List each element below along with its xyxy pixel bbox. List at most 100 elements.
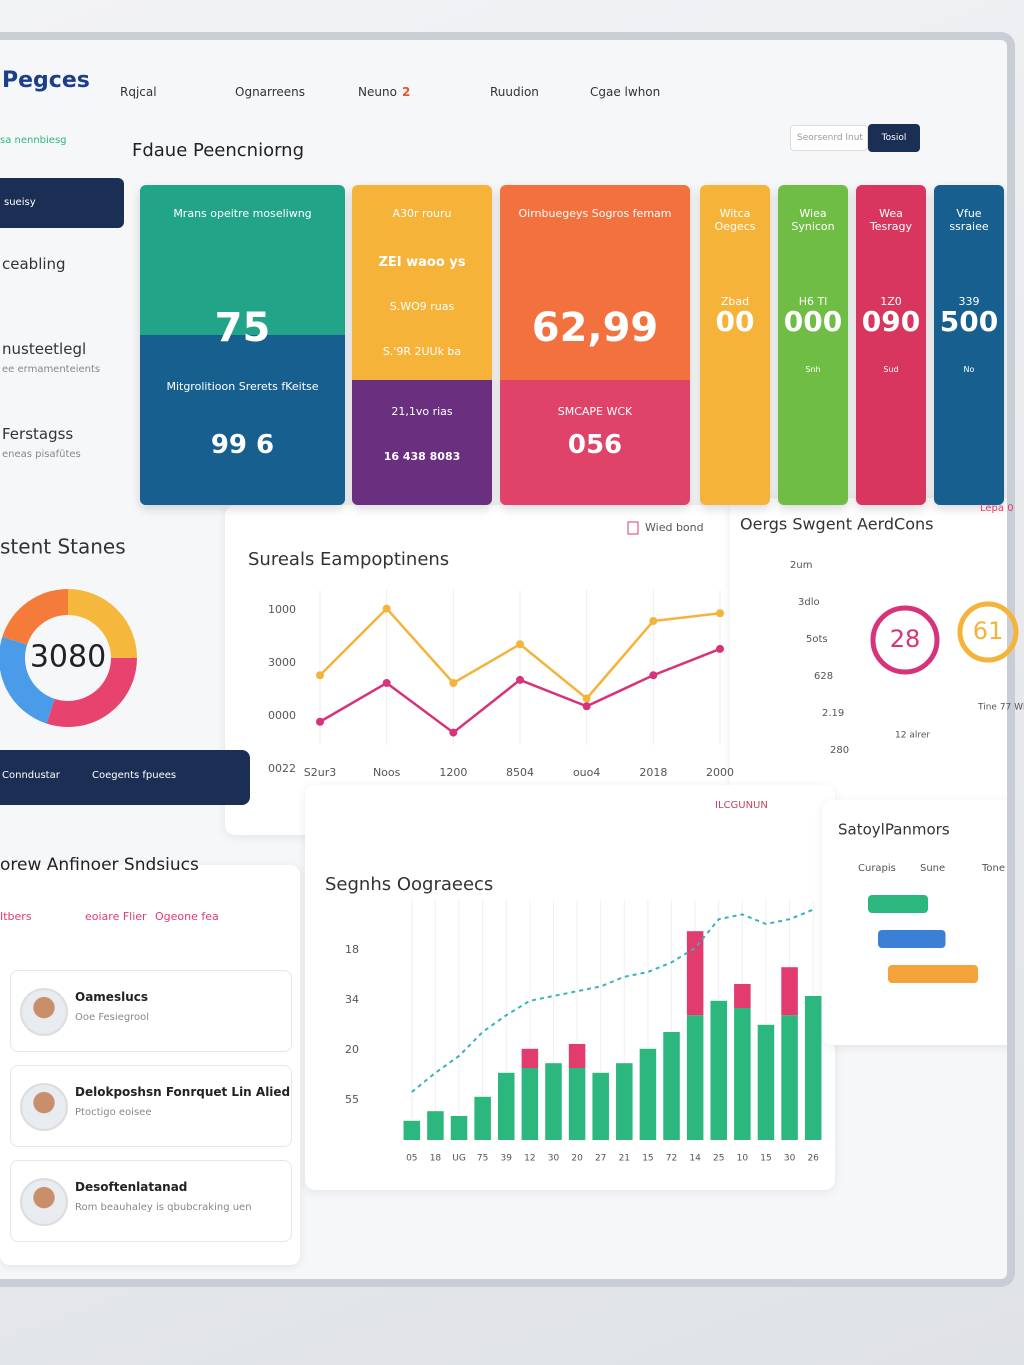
legend-label: ILCGUNUN bbox=[715, 800, 768, 811]
nav-item[interactable]: Ognarreens bbox=[235, 85, 306, 99]
card-value: 090 bbox=[861, 305, 921, 338]
card-sub: 1Z0 bbox=[880, 295, 902, 308]
card-value: 62,99 bbox=[531, 305, 659, 351]
line-panel bbox=[225, 505, 780, 835]
badge: 2 bbox=[402, 85, 411, 99]
card-title: Mrans opeitre moseliwng bbox=[173, 207, 312, 220]
x-label: 2000 bbox=[706, 766, 734, 779]
chart-title: SatoylPanmors bbox=[838, 821, 950, 839]
metric-card: Wea Tesragy 1Z0 090 Sud bbox=[856, 185, 926, 505]
x-label: 75 bbox=[477, 1154, 488, 1164]
avatar bbox=[20, 1083, 68, 1131]
x-label: 27 bbox=[595, 1154, 606, 1164]
person-name: Delokposhsn Fonrquet Lin Alied bbox=[75, 1085, 291, 1099]
card-title: A30r rouru bbox=[392, 207, 452, 220]
column-header: Sune bbox=[920, 863, 945, 874]
card-sub: Zbad bbox=[720, 295, 750, 308]
card-note: Sud bbox=[883, 365, 899, 374]
x-label: 21 bbox=[619, 1154, 630, 1164]
sidebar-item[interactable]: Ferstagss bbox=[2, 425, 74, 443]
x-label: 8504 bbox=[506, 766, 534, 779]
column-header: Curapis bbox=[858, 863, 896, 874]
gauge-value: 28 bbox=[890, 625, 921, 653]
donut-center: 3080 bbox=[30, 640, 106, 675]
card-value: 75 bbox=[214, 305, 271, 351]
x-label: 15 bbox=[760, 1154, 771, 1164]
y-label: 18 bbox=[345, 943, 359, 956]
sidebar-item[interactable]: ceabling bbox=[2, 255, 66, 273]
tab[interactable]: Conndustar bbox=[2, 770, 60, 781]
bar bbox=[521, 1048, 539, 1068]
y-label: 34 bbox=[345, 993, 359, 1006]
section-title: orew Anfinoer Sndsiucs bbox=[0, 855, 199, 875]
bar bbox=[403, 1120, 421, 1140]
metric-card: Vfue ssraiee 339 500 No bbox=[934, 185, 1004, 505]
filter[interactable]: eoiare Flier bbox=[85, 910, 147, 923]
x-label: 26 bbox=[807, 1154, 819, 1164]
metric-card: Mrans opeitre moseliwng 75 Mitgrolitioon S… bbox=[140, 185, 345, 505]
bar bbox=[734, 1008, 751, 1140]
sidebar-active[interactable]: sueisy bbox=[0, 178, 124, 228]
card-footer: SMCAPE WCK bbox=[557, 405, 633, 418]
link: Lepa 0 bbox=[980, 503, 1014, 514]
bar bbox=[686, 931, 704, 1016]
sidebar-link[interactable]: sa nennbiesg bbox=[0, 135, 67, 146]
bar bbox=[804, 996, 822, 1140]
chart-title: Segnhs Oograeecs bbox=[325, 874, 493, 895]
x-label: 25 bbox=[713, 1154, 724, 1164]
card-note: Snh bbox=[805, 365, 821, 374]
bar bbox=[545, 1063, 562, 1140]
gauge-caption: Tine 77 Whi bbox=[977, 703, 1024, 713]
card-line: S.'9R 2UUk ba bbox=[382, 345, 462, 358]
x-label: ouo4 bbox=[573, 766, 600, 779]
card-footer-value: 99 6 bbox=[210, 430, 275, 460]
card-title: Witca Oegecs bbox=[714, 207, 756, 233]
card-footer: Mitgrolitioon Srerets fKeitse bbox=[166, 380, 319, 393]
card-note: No bbox=[963, 365, 975, 374]
nav-item[interactable]: Ruudion bbox=[490, 85, 539, 99]
avatar bbox=[20, 1178, 68, 1226]
y-label: 1000 bbox=[268, 603, 296, 616]
legend-swatch bbox=[627, 521, 639, 535]
brand: Pegces bbox=[2, 68, 90, 93]
line-point bbox=[316, 671, 324, 680]
filter[interactable]: Ogeone fea bbox=[155, 910, 219, 923]
chart-title: Oergs Swgent AerdCons bbox=[740, 515, 933, 534]
person-name: Oameslucs bbox=[75, 990, 148, 1004]
search-box[interactable]: Seorsenrd lnut bbox=[790, 125, 868, 151]
card-footer-area bbox=[500, 380, 690, 505]
bar bbox=[427, 1111, 444, 1140]
bar bbox=[497, 1072, 515, 1140]
x-label: 05 bbox=[406, 1154, 417, 1164]
card-value: ZEI waoo ys bbox=[378, 255, 466, 270]
card-value: 500 bbox=[939, 305, 999, 338]
y-label: 628 bbox=[814, 671, 833, 682]
avatar bbox=[20, 988, 68, 1036]
button[interactable]: Tosiol bbox=[868, 124, 920, 152]
card-footer: 21,1vo rias bbox=[391, 405, 453, 418]
filter[interactable]: Itbers bbox=[0, 910, 32, 923]
donut-segment bbox=[67, 589, 137, 659]
hbar bbox=[888, 965, 978, 983]
tab[interactable]: Coegents fpuees bbox=[92, 770, 177, 781]
metric-card: Wiea Synicon H6 Tl 000 Snh bbox=[778, 185, 848, 505]
gauge-ring bbox=[870, 605, 940, 675]
card-footer-value: 056 bbox=[567, 430, 623, 460]
x-label: 14 bbox=[689, 1154, 701, 1164]
card-sub: 339 bbox=[958, 295, 980, 308]
line-point bbox=[449, 679, 458, 687]
nav-item[interactable]: Neuno bbox=[358, 85, 397, 99]
x-label: 2018 bbox=[639, 766, 667, 779]
nav-item[interactable]: Cgae lwhon bbox=[590, 85, 661, 99]
nav-item[interactable]: Rqjcal bbox=[120, 85, 157, 99]
chart-title: stent Stanes bbox=[0, 535, 126, 559]
line-point bbox=[582, 694, 591, 703]
bar bbox=[450, 1116, 468, 1140]
bar bbox=[639, 1048, 657, 1140]
card-footer-area bbox=[352, 380, 492, 505]
bar bbox=[781, 1015, 798, 1140]
trend-line bbox=[411, 908, 814, 1093]
sidebar-item[interactable]: nusteetlegl bbox=[2, 340, 87, 358]
y-label: 2.19 bbox=[822, 708, 844, 719]
